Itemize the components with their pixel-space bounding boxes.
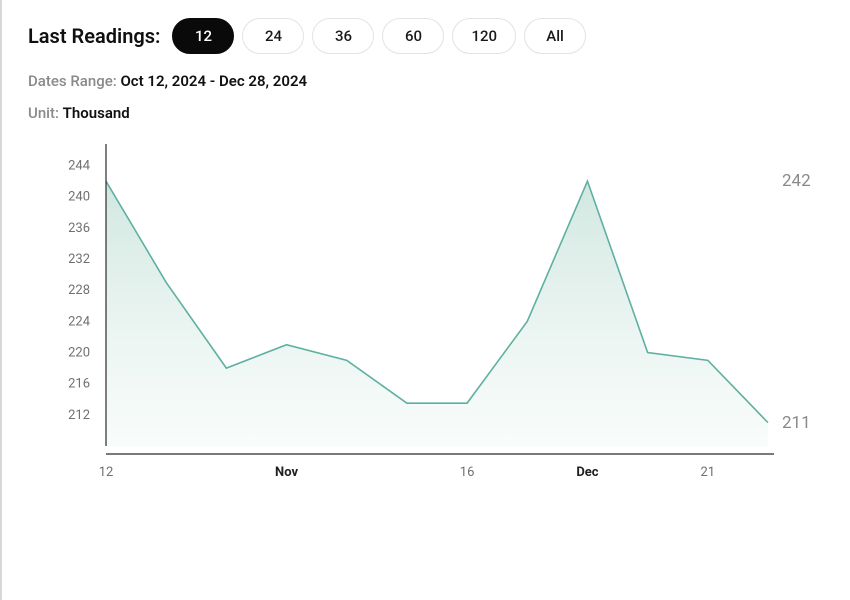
y-tick-label: 244 (68, 159, 91, 174)
y-tick-label: 228 (68, 283, 90, 298)
range-pill-120[interactable]: 120 (452, 18, 516, 54)
chart-area-fill (106, 181, 768, 446)
range-pill-all[interactable]: All (524, 18, 586, 54)
x-tick-label: 12 (99, 465, 114, 480)
range-pill-12[interactable]: 12 (172, 18, 234, 54)
app-container: Last Readings: 12243660120All Dates Rang… (0, 0, 850, 600)
area-chart: 212 216 220 224 228 232 236 240 244 12 Nov 16 Dec 21 (28, 138, 818, 508)
range-pill-36[interactable]: 36 (312, 18, 374, 54)
x-tick-label: 16 (460, 465, 475, 480)
range-pill-group: 12243660120All (172, 18, 586, 54)
y-tick-label: 216 (68, 377, 90, 392)
callout-max-value: 242 (782, 171, 811, 191)
x-tick-label: Nov (275, 465, 298, 480)
chart-region: 21221622022422823223624024412Nov16Dec21 … (28, 138, 824, 508)
y-tick-label: 232 (68, 252, 90, 267)
unit-row: Unit: Thousand (28, 104, 824, 122)
x-tick-label: 21 (701, 465, 716, 480)
y-tick-label: 220 (68, 346, 90, 361)
range-pill-60[interactable]: 60 (382, 18, 444, 54)
y-tick-label: 236 (68, 221, 90, 236)
last-readings-label: Last Readings: (28, 24, 160, 48)
unit-key: Unit: (28, 104, 59, 122)
range-pill-24[interactable]: 24 (242, 18, 304, 54)
x-tick-label: Dec (576, 465, 598, 480)
y-tick-label: 212 (68, 408, 90, 423)
dates-range-value: Oct 12, 2024 - Dec 28, 2024 (120, 72, 307, 90)
dates-range-key: Dates Range: (28, 72, 117, 90)
unit-value: Thousand (63, 104, 130, 122)
dates-range-row: Dates Range: Oct 12, 2024 - Dec 28, 2024 (28, 72, 824, 90)
controls-row: Last Readings: 12243660120All (28, 18, 824, 54)
callout-last-value: 211 (782, 413, 811, 433)
y-tick-label: 240 (68, 190, 90, 205)
y-tick-label: 224 (68, 314, 91, 329)
